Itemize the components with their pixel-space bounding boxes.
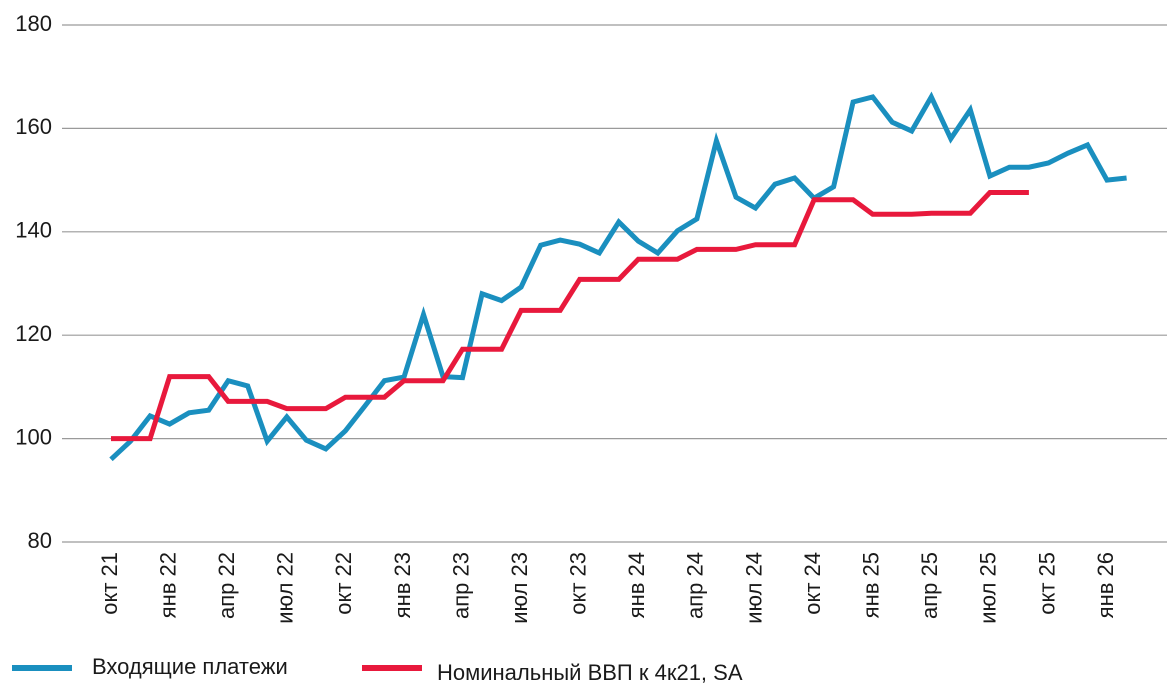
y-tick-label: 80	[28, 528, 52, 553]
x-tick-label: окт 22	[331, 552, 356, 615]
y-tick-label: 180	[15, 11, 52, 36]
x-tick-label: июл 23	[507, 552, 532, 624]
x-tick-label: апр 25	[917, 552, 942, 619]
x-tick-label: июл 25	[976, 552, 1001, 624]
legend-label: Номинальный ВВП к 4к21, SA	[437, 660, 743, 685]
x-tick-label: окт 23	[566, 552, 591, 615]
series-line	[111, 190, 1029, 442]
series-line	[109, 91, 1127, 462]
x-tick-label: апр 22	[214, 552, 239, 619]
x-tick-label: окт 24	[800, 552, 825, 615]
y-tick-label: 160	[15, 114, 52, 139]
x-tick-label: окт 25	[1034, 552, 1059, 615]
x-tick-label: июл 24	[741, 552, 766, 624]
x-tick-label: янв 22	[155, 552, 180, 618]
legend-label: Входящие платежи	[92, 654, 288, 679]
y-tick-label: 140	[15, 218, 52, 243]
x-tick-label: апр 24	[683, 552, 708, 619]
x-tick-label: апр 23	[448, 552, 473, 619]
y-tick-label: 120	[15, 321, 52, 346]
x-tick-label: янв 24	[624, 552, 649, 618]
y-tick-label: 100	[15, 424, 52, 449]
x-tick-label: янв 26	[1093, 552, 1118, 618]
x-tick-label: июл 22	[273, 552, 298, 624]
x-tick-label: янв 25	[858, 552, 883, 618]
x-tick-label: окт 21	[97, 552, 122, 615]
x-tick-label: янв 23	[390, 552, 415, 618]
